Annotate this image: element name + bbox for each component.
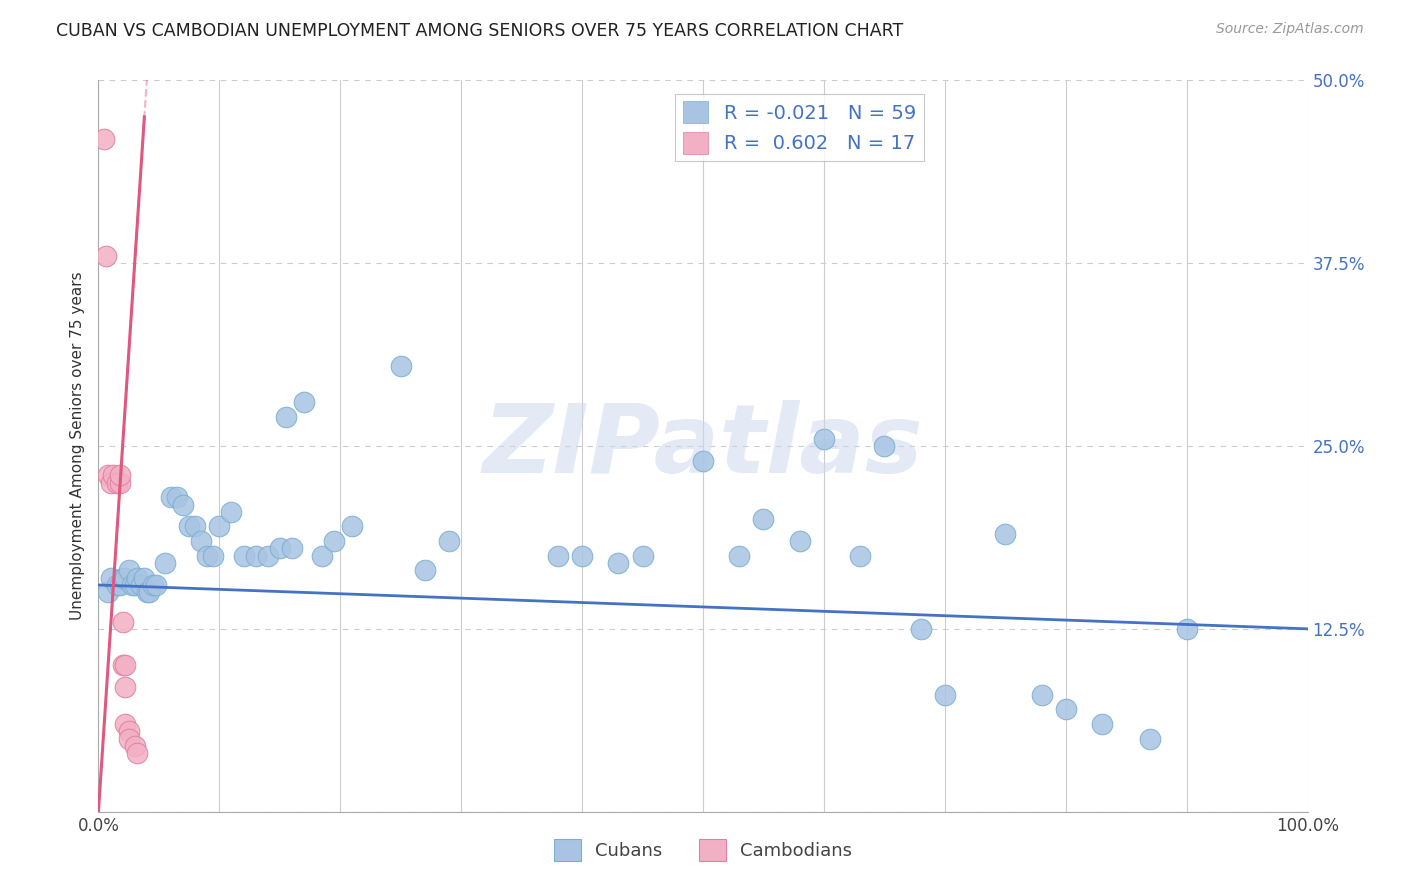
Point xyxy=(873,439,896,453)
Point xyxy=(153,556,176,570)
Point xyxy=(413,563,436,577)
Point xyxy=(190,534,212,549)
Point xyxy=(292,395,315,409)
Point xyxy=(256,549,278,563)
Point xyxy=(202,549,225,563)
Point xyxy=(221,505,243,519)
Point xyxy=(114,658,136,673)
Point xyxy=(114,717,136,731)
Point xyxy=(172,498,194,512)
Text: ZIPatlas: ZIPatlas xyxy=(482,400,924,492)
Point xyxy=(311,549,333,563)
Point xyxy=(269,541,291,556)
Point xyxy=(124,578,146,592)
Point xyxy=(100,571,122,585)
Legend: R = -0.021   N = 59, R =  0.602   N = 17: R = -0.021 N = 59, R = 0.602 N = 17 xyxy=(675,94,924,161)
Point xyxy=(813,432,835,446)
Point xyxy=(127,746,149,760)
Text: Source: ZipAtlas.com: Source: ZipAtlas.com xyxy=(1216,22,1364,37)
Point xyxy=(631,549,654,563)
Point xyxy=(124,739,146,753)
Point xyxy=(105,578,128,592)
Point xyxy=(108,578,131,592)
Point xyxy=(1031,688,1053,702)
Point xyxy=(179,519,201,533)
Point xyxy=(789,534,811,549)
Point xyxy=(93,132,115,146)
Point xyxy=(108,468,131,483)
Point xyxy=(1091,717,1114,731)
Point xyxy=(342,519,364,533)
Point xyxy=(114,681,136,695)
Point xyxy=(97,468,120,483)
Point xyxy=(281,541,304,556)
Text: CUBAN VS CAMBODIAN UNEMPLOYMENT AMONG SENIORS OVER 75 YEARS CORRELATION CHART: CUBAN VS CAMBODIAN UNEMPLOYMENT AMONG SE… xyxy=(56,22,904,40)
Point xyxy=(232,549,254,563)
Point xyxy=(607,556,630,570)
Point xyxy=(111,571,134,585)
Point xyxy=(114,571,136,585)
Point xyxy=(118,563,141,577)
Point xyxy=(323,534,346,549)
Point xyxy=(160,490,183,504)
Point xyxy=(166,490,188,504)
Point xyxy=(245,549,267,563)
Point xyxy=(1139,731,1161,746)
Point xyxy=(94,249,117,263)
Point xyxy=(389,359,412,373)
Point xyxy=(134,571,156,585)
Point xyxy=(934,688,956,702)
Y-axis label: Unemployment Among Seniors over 75 years: Unemployment Among Seniors over 75 years xyxy=(69,272,84,620)
Point xyxy=(127,571,149,585)
Point xyxy=(849,549,872,563)
Point xyxy=(129,578,152,592)
Point xyxy=(101,468,124,483)
Point xyxy=(145,578,167,592)
Point xyxy=(1054,702,1077,716)
Point xyxy=(184,519,207,533)
Point xyxy=(111,615,134,629)
Point xyxy=(692,453,714,467)
Point xyxy=(910,622,932,636)
Point xyxy=(121,578,143,592)
Point xyxy=(118,724,141,739)
Point xyxy=(728,549,751,563)
Point xyxy=(437,534,460,549)
Point xyxy=(1175,622,1198,636)
Point xyxy=(105,475,128,490)
Point xyxy=(752,512,775,526)
Point xyxy=(547,549,569,563)
Point xyxy=(97,585,120,599)
Point xyxy=(571,549,593,563)
Point xyxy=(111,658,134,673)
Point xyxy=(195,549,218,563)
Point xyxy=(118,731,141,746)
Point xyxy=(994,526,1017,541)
Point xyxy=(135,585,157,599)
Point xyxy=(142,578,165,592)
Point xyxy=(108,475,131,490)
Point xyxy=(100,475,122,490)
Point xyxy=(208,519,231,533)
Point xyxy=(138,585,160,599)
Point xyxy=(274,409,297,424)
